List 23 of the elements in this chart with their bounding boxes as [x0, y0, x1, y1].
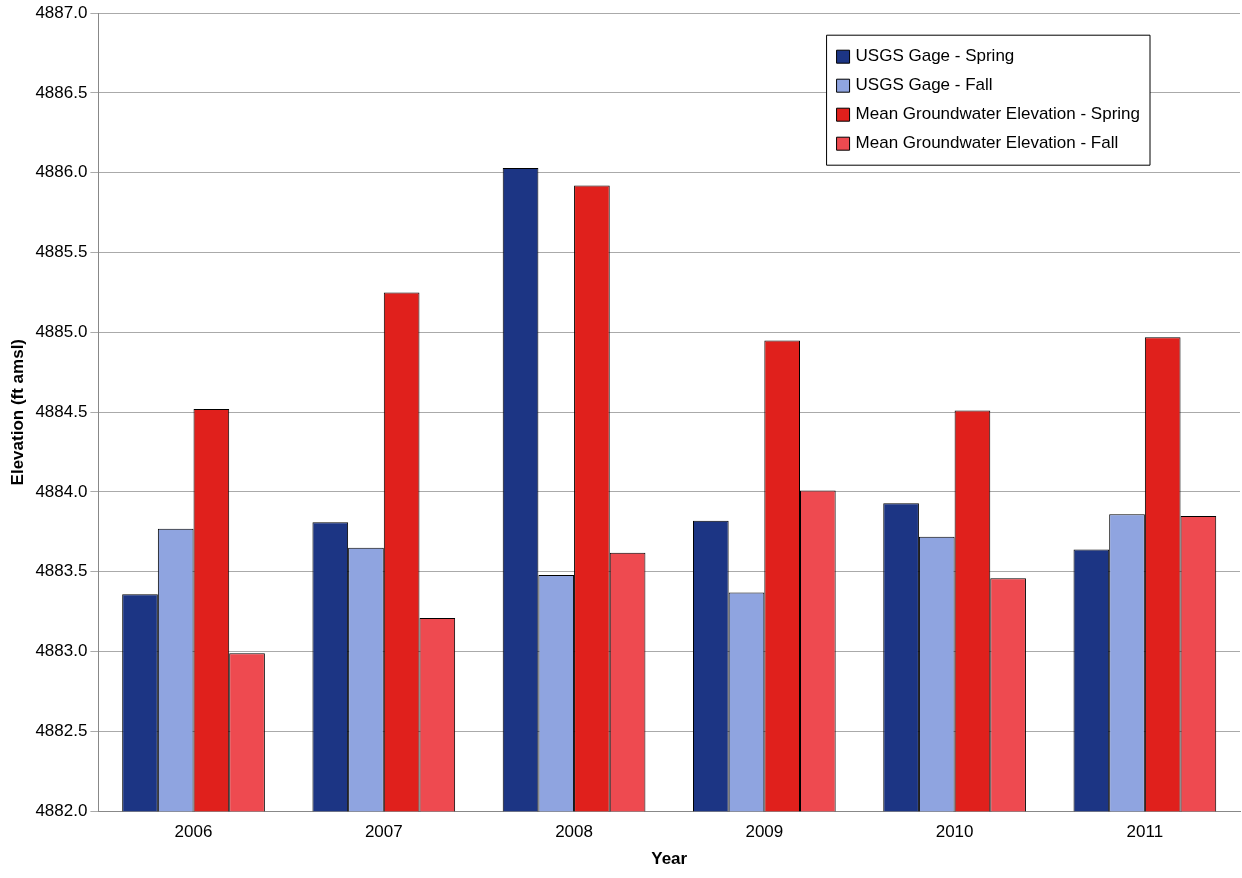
y-tick-label: 4885.0 [35, 322, 88, 342]
x-tick-label: 2011 [1126, 822, 1164, 842]
legend-label: Mean Groundwater Elevation - Spring [855, 104, 1141, 124]
y-tick-label: 4883.0 [35, 641, 88, 661]
y-tick-label: 4886.0 [35, 162, 88, 182]
x-tick-label: 2007 [364, 822, 403, 842]
y-tick-label: 4882.0 [35, 800, 88, 820]
x-axis-title: Year [651, 849, 688, 869]
y-tick-label: 4885.5 [35, 242, 88, 262]
y-axis-title: Elevation (ft amsl) [7, 338, 27, 486]
legend-label: USGS Gage - Fall [855, 75, 993, 95]
x-tick-label: 2006 [174, 822, 213, 842]
y-tick-label: 4883.5 [35, 561, 88, 581]
x-tick-label: 2010 [935, 822, 974, 842]
y-tick-label: 4886.5 [35, 82, 88, 102]
y-tick-label: 4882.5 [35, 721, 88, 741]
legend-label: Mean Groundwater Elevation - Fall [855, 133, 1119, 153]
y-tick-label: 4884.0 [35, 481, 88, 501]
legend-label: USGS Gage - Spring [855, 46, 1015, 66]
y-tick-label: 4884.5 [35, 401, 88, 421]
y-tick-label: 4887.0 [35, 2, 88, 22]
x-tick-label: 2009 [745, 822, 784, 842]
x-tick-label: 2008 [555, 822, 593, 842]
